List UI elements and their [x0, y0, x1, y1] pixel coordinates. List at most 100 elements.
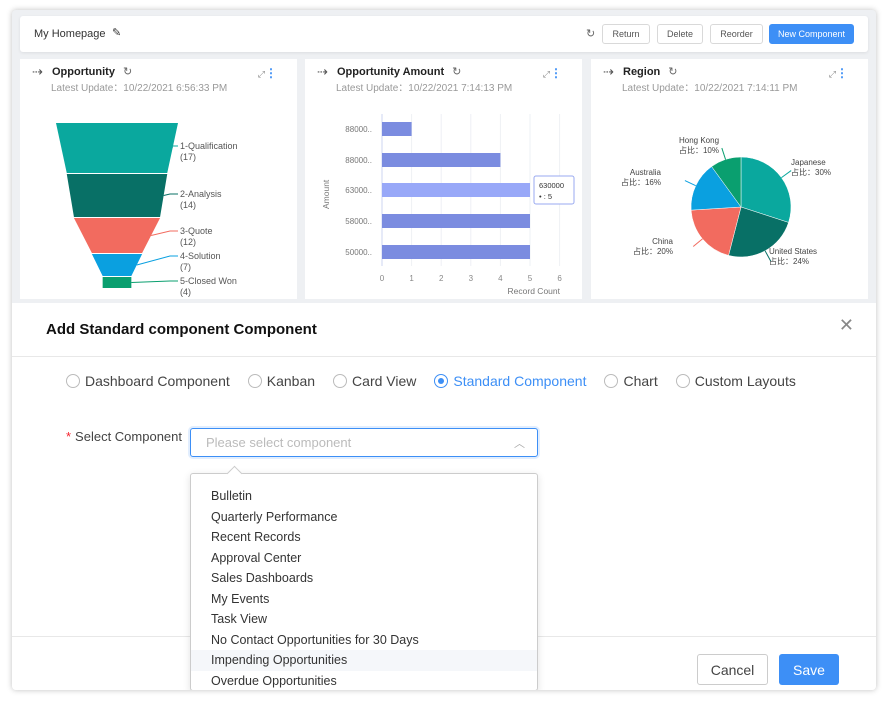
pie-slice: [728, 206, 789, 258]
bar: [382, 122, 412, 136]
radio-label: Card View: [352, 373, 417, 389]
option-item[interactable]: Approval Center: [211, 550, 302, 565]
refresh-icon[interactable]: ↻: [122, 66, 133, 78]
pie-slice: [711, 156, 742, 208]
option-item[interactable]: Quarterly Performance: [211, 509, 338, 524]
expand-icon[interactable]: ⤢: [828, 69, 836, 79]
radio-dashboard-component[interactable]: Dashboard Component: [66, 373, 230, 389]
more-icon[interactable]: ⋮: [836, 66, 848, 80]
expand-icon[interactable]: ⤢: [257, 69, 265, 79]
funnel-label: 3-Quote: [180, 226, 213, 236]
y-axis-title: Amount: [321, 179, 331, 209]
option-item[interactable]: Overdue Opportunities: [211, 673, 337, 688]
pie-label-percent: 占比：30%: [791, 167, 831, 177]
tooltip-box: [533, 175, 575, 205]
delete-button[interactable]: Delete: [657, 24, 703, 44]
edit-icon[interactable]: ✎: [112, 27, 122, 39]
y-tick-label: 88000..: [345, 156, 372, 165]
close-icon[interactable]: ✕: [838, 315, 854, 335]
pie-leader-line: [684, 180, 696, 187]
radio-circle: [434, 374, 449, 388]
pie-slice: [690, 206, 742, 256]
y-tick-label: 50000..: [345, 248, 372, 257]
opportunity-amount-card: ⇢ Opportunity Amount ↻ Latest Update：10/…: [305, 59, 582, 299]
funnel-value: (17): [180, 152, 196, 162]
card-header: Region ↻: [623, 65, 678, 79]
x-tick-label: 5: [528, 274, 533, 283]
funnel-label: 5-Closed Won: [180, 276, 237, 286]
more-icon[interactable]: ⋮: [550, 66, 562, 80]
pie-leader-line: [781, 170, 792, 179]
bar: [382, 183, 530, 197]
add-component-modal: Add Standard component Component ✕ Dashb…: [12, 303, 876, 690]
funnel-segment: [56, 123, 178, 173]
tooltip-title: 630000: [539, 181, 564, 190]
option-item[interactable]: No Contact Opportunities for 30 Days: [211, 632, 419, 647]
bar: [382, 245, 530, 259]
y-tick-label: 63000..: [345, 186, 372, 195]
option-item[interactable]: Bulletin: [211, 489, 252, 503]
opportunity-card: ⇢ Opportunity ↻ Latest Update：10/22/2021…: [20, 59, 297, 299]
option-item[interactable]: My Events: [211, 591, 270, 606]
arrow-icon: ⇢: [32, 64, 43, 79]
radio-standard-component[interactable]: Standard Component: [434, 373, 586, 389]
radio-chart[interactable]: Chart: [604, 373, 658, 389]
pie-leader-line: [721, 147, 727, 160]
arrow-icon: ⇢: [317, 64, 328, 79]
chevron-up-icon: ︿: [514, 438, 525, 450]
select-placeholder: Please select component: [206, 435, 352, 450]
funnel-leader-line: [136, 255, 178, 266]
funnel-label: 1-Qualification: [180, 141, 238, 151]
cancel-button[interactable]: Cancel: [697, 654, 768, 685]
radio-circle: [247, 374, 262, 388]
radio-card-view[interactable]: Card View: [333, 373, 416, 389]
pie-leader-line: [692, 238, 703, 247]
option-item[interactable]: Impending Opportunities: [191, 650, 537, 671]
funnel-value: (4): [180, 287, 191, 297]
x-tick-label: 4: [498, 274, 503, 283]
reorder-button[interactable]: Reorder: [710, 24, 763, 44]
latest-update: Latest Update：10/22/2021 6:56:33 PM: [51, 83, 228, 94]
card-title: Opportunity: [52, 65, 115, 78]
funnel-segment: [91, 254, 143, 276]
option-item[interactable]: Sales Dashboards: [211, 571, 314, 585]
modal-title: Add Standard component Component: [46, 321, 317, 338]
bar-chart: 0 1 2 3 4 5 6 88000.. 88000.. 63000.. 58000.. 50000…: [321, 114, 575, 296]
bar: [382, 153, 501, 167]
latest-update: Latest Update：10/22/2021 7:14:11 PM: [622, 83, 798, 94]
select-component-label: * Select Component: [65, 429, 182, 444]
funnel-label: 2-Analysis: [180, 189, 222, 199]
pie-slice: [690, 166, 742, 211]
option-item[interactable]: Task View: [211, 612, 268, 626]
save-button[interactable]: Save: [779, 654, 839, 685]
card-header: Opportunity ↻: [52, 65, 133, 79]
radio-label: Custom Layouts: [694, 373, 796, 389]
option-item[interactable]: Recent Records: [211, 530, 301, 544]
latest-update: Latest Update：10/22/2021 7:14:13 PM: [336, 83, 513, 94]
refresh-icon[interactable]: ↻: [452, 66, 462, 78]
return-button[interactable]: Return: [602, 24, 650, 44]
funnel-label: 4-Solution: [180, 251, 221, 261]
funnel-segment: [102, 277, 132, 288]
radio-circle: [66, 374, 80, 388]
card-title: Opportunity Amount: [337, 65, 445, 78]
refresh-icon[interactable]: ↻: [586, 28, 596, 40]
funnel-segment: [66, 174, 168, 217]
pie-label-name: Hong Kong: [679, 136, 719, 145]
top-bar: My Homepage ✎ ↻ Return Delete Reorder Ne…: [20, 16, 868, 52]
tooltip-value: • : 5: [539, 192, 552, 201]
radio-kanban[interactable]: Kanban: [247, 373, 316, 389]
y-tick-label: 58000..: [345, 217, 372, 226]
radio-label: Kanban: [266, 373, 316, 389]
divider: [12, 356, 876, 357]
radio-circle: [604, 374, 619, 388]
funnel-leader-line: [163, 193, 178, 196]
expand-icon[interactable]: ⤢: [542, 69, 550, 79]
more-icon[interactable]: ⋮: [265, 66, 277, 80]
select-component-dropdown[interactable]: Please select component ︿: [190, 428, 538, 457]
pie-label-percent: 占比：24%: [769, 256, 809, 266]
card-header: Opportunity Amount ↻: [337, 65, 462, 79]
radio-custom-layouts[interactable]: Custom Layouts: [675, 373, 796, 389]
refresh-icon[interactable]: ↻: [668, 66, 678, 78]
new-component-button[interactable]: New Component: [769, 24, 854, 44]
